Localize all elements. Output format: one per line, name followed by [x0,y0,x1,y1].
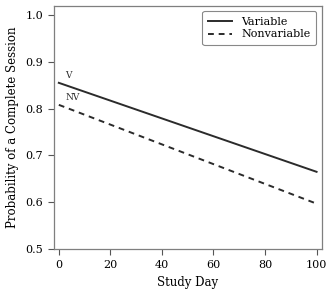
Legend: Variable, Nonvariable: Variable, Nonvariable [202,11,316,45]
Y-axis label: Probability of a Complete Session: Probability of a Complete Session [6,27,19,228]
Text: NV: NV [65,93,80,101]
Text: V: V [65,71,72,80]
X-axis label: Study Day: Study Day [157,276,218,289]
